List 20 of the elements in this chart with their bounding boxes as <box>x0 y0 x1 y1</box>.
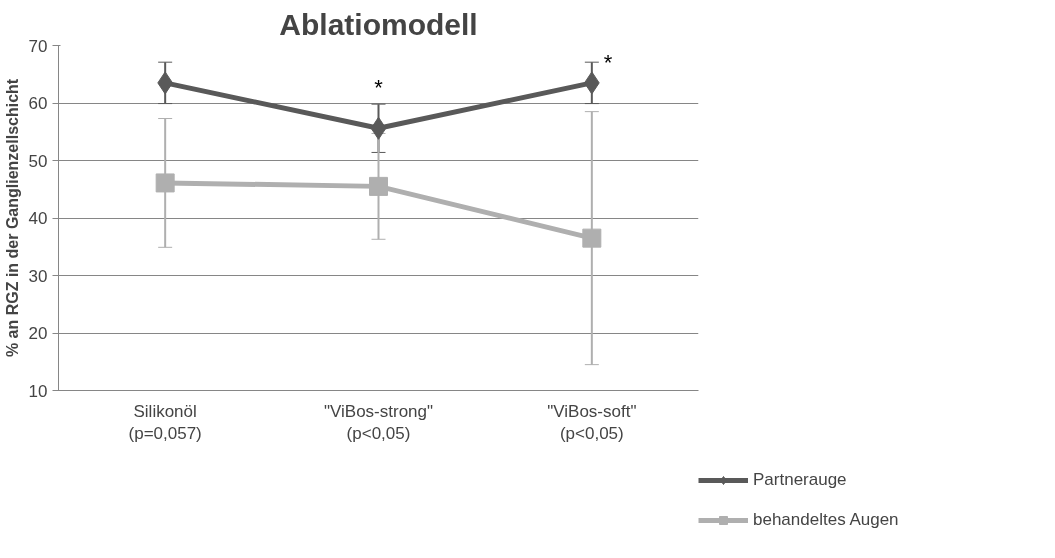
chart-title: Ablatiomodell <box>279 7 478 41</box>
y-tick-label: 60 <box>28 94 48 113</box>
y-tick-label: 30 <box>28 266 48 286</box>
x-tick-label: Silikonöl (p=0,057) <box>128 401 202 444</box>
x-tick-label: "ViBos-soft" (p<0,05) <box>547 401 637 444</box>
y-axis-title: % an RGZ in der Ganglienzellschicht <box>3 78 21 358</box>
y-tick-label: 50 <box>28 151 48 171</box>
point <box>370 116 387 140</box>
y-tick-label: 20 <box>28 324 48 343</box>
annotation: * <box>374 75 384 101</box>
annotation: * <box>603 49 613 75</box>
y-tick-label: 40 <box>28 209 48 228</box>
legend-label: Partnerauge <box>753 470 847 490</box>
y-tick-label: 70 <box>28 36 48 56</box>
point <box>155 173 175 193</box>
point <box>369 176 388 196</box>
y-tick-label: 10 <box>28 381 48 401</box>
point <box>582 228 602 248</box>
legend-label: behandeltes Augen <box>753 510 899 530</box>
x-tick-label: "ViBos-strong" (p<0,05) <box>323 401 434 444</box>
